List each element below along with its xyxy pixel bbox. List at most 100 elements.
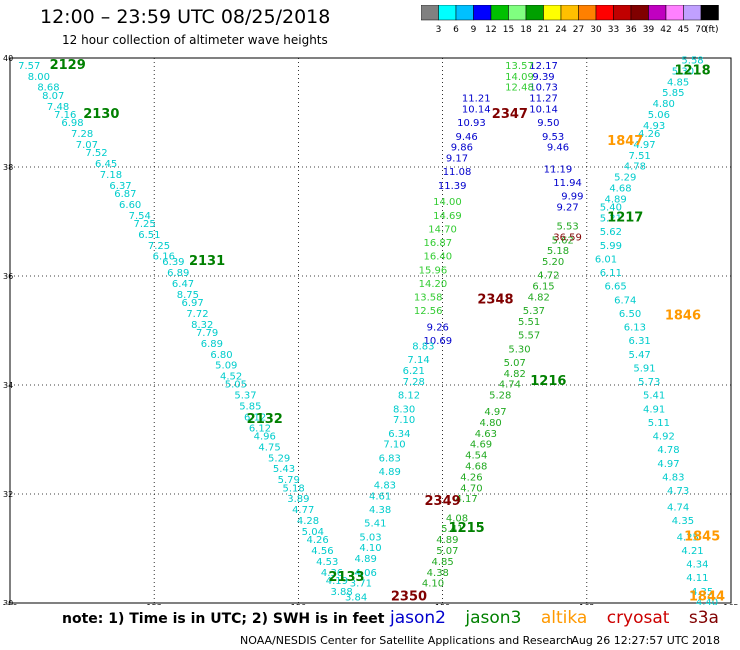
wave-height-point: 5.58 [681, 55, 703, 66]
colorbar-label: 24 [555, 25, 567, 35]
wave-height-point: 4.77 [292, 505, 314, 516]
wave-height-point: 8.83 [412, 342, 434, 353]
wave-height-point: 5.91 [633, 363, 655, 374]
wave-height-point: 5.41 [643, 391, 665, 402]
wave-height-point: 10.14 [529, 105, 558, 116]
wave-height-point: 7.07 [76, 140, 98, 151]
wave-height-point: 4.72 [537, 271, 559, 282]
wave-height-point: 7.16 [54, 110, 76, 121]
wave-height-point: 16.87 [423, 238, 452, 249]
wave-height-point: 5.57 [518, 331, 540, 342]
wave-height-point: 4.91 [643, 404, 665, 415]
wave-height-point: 7.28 [71, 129, 93, 140]
x-tick-label: 165 [723, 603, 738, 605]
chart-subtitle: 12 hour collection of altimeter wave hei… [62, 33, 328, 47]
chart-title: 12:00 – 23:59 UTC 08/25/2018 [40, 6, 331, 28]
wave-height-point: 5.29 [614, 173, 636, 184]
wave-height-point: 4.93 [643, 121, 665, 132]
wave-height-point: 5.40 [600, 203, 622, 214]
wave-height-point: 6.16 [153, 252, 175, 263]
wave-height-point: 4.38 [369, 505, 391, 516]
pass-time-label: 1845 [684, 529, 720, 544]
wave-height-point: 10.69 [423, 336, 452, 347]
colorbar-label: 9 [471, 25, 477, 35]
wave-height-point: 6.13 [624, 323, 646, 334]
wave-height-point: 6.01 [595, 254, 617, 265]
wave-height-point: 7.14 [407, 355, 429, 366]
wave-height-point: 4.75 [258, 442, 280, 453]
wave-height-point: 5.37 [234, 391, 256, 402]
wave-height-point: 11.08 [443, 167, 472, 178]
pass-time-label: 1847 [607, 134, 643, 149]
wave-height-point: 4.89 [436, 535, 458, 546]
wave-height-point: 13.58 [414, 293, 443, 304]
wave-height-point: 3.71 [350, 579, 372, 590]
wave-height-point: 6.11 [600, 268, 622, 279]
colorbar-label: 27 [573, 25, 584, 35]
wave-height-point: 9.99 [561, 192, 583, 203]
y-tick-label: 32 [3, 490, 13, 499]
wave-height-point: 7.25 [133, 219, 155, 230]
legend-jason3: jason3 [465, 608, 522, 628]
wave-height-point: 5.43 [273, 464, 295, 475]
wave-height-point: 3.84 [345, 592, 367, 603]
wave-height-point: 5.51 [518, 317, 540, 328]
pass-time-label: 2131 [189, 254, 225, 269]
wave-height-point: 5.62 [552, 235, 574, 246]
wave-height-point: 4.21 [681, 546, 703, 557]
wave-height-point: 6.12 [244, 412, 266, 423]
wave-height-point: 8.00 [28, 72, 50, 83]
wave-height-point: 36.59 [553, 233, 582, 244]
x-tick-label: 153 [147, 603, 162, 605]
pass-time-label: 2350 [391, 589, 427, 604]
pass-time-label: 1846 [665, 309, 701, 324]
wave-height-point: 7.54 [129, 211, 151, 222]
wave-height-point: 4.54 [465, 451, 487, 462]
wave-height-point: 4.70 [460, 483, 482, 494]
wave-height-point: 4.96 [254, 432, 276, 443]
wave-height-point: 6.12 [249, 423, 271, 434]
wave-height-point: 9.17 [446, 154, 468, 165]
wave-height-point: 9.39 [532, 72, 554, 83]
wave-height-point: 14.70 [428, 224, 457, 235]
wave-height-point: 4.83 [374, 481, 396, 492]
colorbar-label: 33 [608, 25, 619, 35]
wave-height-point: 4.97 [657, 459, 679, 470]
wave-height-point: 5.04 [302, 527, 324, 538]
wave-height-point: 4.56 [311, 546, 333, 557]
colorbar-label: 30 [590, 25, 602, 35]
colorbar-label: 45 [678, 25, 689, 35]
wave-height-point: 5.07 [436, 546, 458, 557]
colorbar-swatch [700, 5, 719, 21]
pass-time-label: 2133 [328, 570, 364, 585]
wave-height-point: 6.47 [172, 279, 194, 290]
wave-height-point: 5.20 [542, 257, 564, 268]
wave-height-point: 5.37 [523, 306, 545, 317]
wave-height-point: 6.15 [532, 282, 554, 293]
note-text: note: 1) Time is in UTC; 2) SWH is in fe… [62, 611, 385, 627]
wave-height-point: 5.03 [359, 532, 381, 543]
wave-height-point: 5.06 [648, 110, 670, 121]
wave-height-point: 6.39 [162, 257, 184, 268]
colorbar-label: 39 [643, 25, 655, 35]
wave-height-point: 4.85 [431, 557, 453, 568]
wave-height-point: 6.97 [182, 298, 204, 309]
wave-height-point: 4.35 [672, 516, 694, 527]
wave-height-point: 4.68 [465, 461, 487, 472]
x-tick-label: 156 [291, 603, 306, 605]
wave-height-point: 4.74 [667, 502, 689, 513]
wave-height-point: 4.89 [605, 194, 627, 205]
wave-height-point: 8.32 [191, 320, 213, 331]
wave-height-point: 5.28 [489, 391, 511, 402]
wave-height-point: 4.61 [369, 491, 391, 502]
wave-height-point: 5.79 [278, 475, 300, 486]
wave-height-point: 7.52 [85, 148, 107, 159]
wave-height-point: 9.50 [537, 118, 559, 129]
wave-height-point: 5.07 [504, 358, 526, 369]
wave-height-point: 4.82 [504, 369, 526, 380]
x-tick-label: 159 [435, 603, 450, 605]
wave-height-point: 6.74 [614, 295, 636, 306]
wave-height-point: 10.14 [462, 105, 491, 116]
wave-height-point: 6.89 [167, 268, 189, 279]
wave-height-point: 7.18 [100, 170, 122, 181]
